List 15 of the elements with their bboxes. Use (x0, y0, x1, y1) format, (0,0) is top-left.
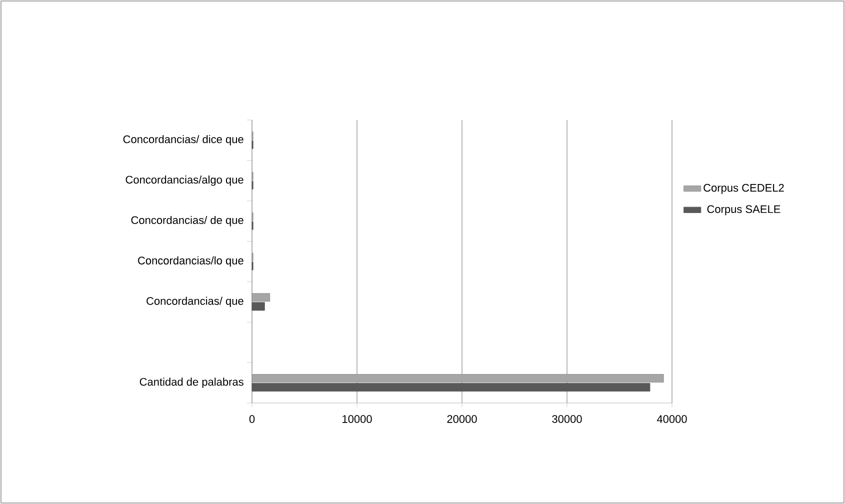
x-tick-label: 10000 (342, 415, 372, 423)
y-tick-label: Cantidad de palabras (140, 378, 244, 388)
x-tick-label: 20000 (447, 415, 477, 423)
y-tick-label: Concordancias/ que (146, 296, 244, 308)
y-tick-label: Concordancias/algo que (126, 176, 244, 186)
legend-label: Corpus CEDEL2 (704, 184, 784, 194)
bar (252, 383, 650, 392)
x-tick-label: 40000 (656, 415, 687, 423)
y-tick-label: Concordancias/ de que (131, 216, 244, 226)
x-tick-label: 30000 (552, 415, 582, 423)
y-tick-label: Concordancias/ dice que (123, 135, 244, 146)
legend-label: Corpus SAELE (707, 205, 780, 216)
y-tick-label: Concordancias/lo que (138, 256, 244, 267)
bar (252, 302, 265, 311)
x-tick-label: 0 (249, 415, 255, 423)
